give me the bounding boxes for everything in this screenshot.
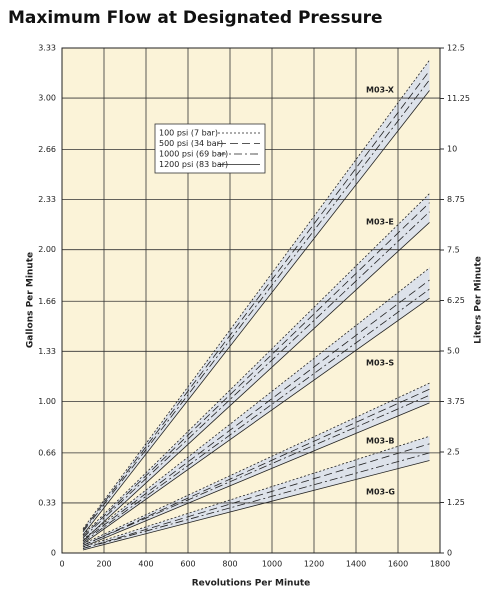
y2-tick-label: 0 xyxy=(447,549,452,558)
legend-label: 500 psi (34 bar) xyxy=(159,139,223,148)
x-tick-label: 1200 xyxy=(304,560,324,569)
x-tick-label: 1000 xyxy=(262,560,282,569)
y2-tick-label: 6.25 xyxy=(447,296,465,305)
flow-line xyxy=(82,267,430,540)
band xyxy=(83,436,430,550)
x-tick-label: 1600 xyxy=(388,560,408,569)
band xyxy=(83,193,430,541)
y-tick-label: 1.66 xyxy=(38,297,56,306)
plot-frame xyxy=(61,47,441,554)
y2-tick-label: 3.75 xyxy=(447,397,465,406)
y-tick-label: 2.66 xyxy=(38,145,56,154)
flow-line xyxy=(82,90,430,536)
y-tick-label: 3.33 xyxy=(38,44,56,53)
flow-line xyxy=(82,193,430,536)
pump-label: M03-G xyxy=(366,488,395,497)
x-tick-label: 1400 xyxy=(346,560,366,569)
y-tick-label: 0 xyxy=(51,549,56,558)
flow-line xyxy=(82,279,430,542)
y2-tick-label: 8.75 xyxy=(447,195,465,204)
flow-line xyxy=(82,388,430,546)
y2-tick-label: 7.5 xyxy=(447,246,460,255)
flow-line xyxy=(82,443,430,549)
pump-label: M03-E xyxy=(366,218,394,227)
x-tick-label: 600 xyxy=(180,560,195,569)
flow-line xyxy=(82,402,430,548)
pump-label: M03-X xyxy=(366,86,395,95)
band xyxy=(83,60,430,535)
y-tick-label: 0.33 xyxy=(38,498,56,507)
chart-title: Maximum Flow at Designated Pressure xyxy=(8,8,383,28)
x-tick-label: 800 xyxy=(222,560,237,569)
y-tick-label: 1.33 xyxy=(38,347,56,356)
flow-line xyxy=(82,460,430,551)
y2-tick-label: 11.25 xyxy=(447,94,470,103)
x-tick-label: 200 xyxy=(96,560,111,569)
flow-line xyxy=(82,435,430,548)
legend: 100 psi (7 bar)500 psi (34 bar) 1000 psi … xyxy=(154,123,266,174)
y2-tick-label: 5.0 xyxy=(447,347,460,356)
y2-tick-label: 12.5 xyxy=(447,44,465,53)
flow-line xyxy=(82,59,430,529)
flow-line xyxy=(82,452,430,549)
y2-tick-label: 2.5 xyxy=(447,448,460,457)
y-axis-title: Gallons Per Minute xyxy=(26,252,36,348)
y-tick-label: 2.33 xyxy=(38,195,56,204)
flow-line xyxy=(82,394,430,546)
flow-line xyxy=(82,202,430,537)
flow-line xyxy=(82,288,430,543)
y2-tick-label: 10 xyxy=(447,145,457,154)
legend-label: 100 psi (7 bar) xyxy=(159,129,218,138)
flow-line xyxy=(82,211,430,539)
band xyxy=(83,383,430,547)
flow-line xyxy=(82,297,430,545)
y-tick-label: 3.00 xyxy=(38,94,56,103)
flow-line xyxy=(82,222,430,542)
x-tick-label: 1800 xyxy=(430,560,450,569)
pump-label: M03-B xyxy=(366,437,395,446)
x-axis-title: Revolutions Per Minute xyxy=(192,579,311,589)
flow-line xyxy=(82,79,430,533)
y2-axis-title: Liters Per Minute xyxy=(474,256,484,344)
legend-label: 1000 psi (69 bar) xyxy=(159,150,228,159)
legend-label: 1200 psi (83 bar) xyxy=(159,160,228,169)
y-tick-label: 2.00 xyxy=(38,245,56,254)
y-tick-label: 0.66 xyxy=(38,448,56,457)
y-tick-label: 1.00 xyxy=(38,397,56,406)
band xyxy=(83,267,430,544)
pump-label: M03-S xyxy=(366,359,394,368)
y2-tick-label: 1.25 xyxy=(447,498,465,507)
x-tick-label: 0 xyxy=(59,560,64,569)
x-tick-label: 400 xyxy=(138,560,153,569)
